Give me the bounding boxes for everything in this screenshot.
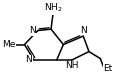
Text: N: N [29, 26, 36, 35]
Text: Et: Et [102, 64, 111, 73]
Text: NH$_2$: NH$_2$ [43, 2, 62, 14]
Text: N: N [79, 26, 86, 35]
Text: N: N [25, 55, 32, 64]
Text: NH: NH [65, 61, 78, 70]
Text: Me: Me [2, 40, 15, 49]
